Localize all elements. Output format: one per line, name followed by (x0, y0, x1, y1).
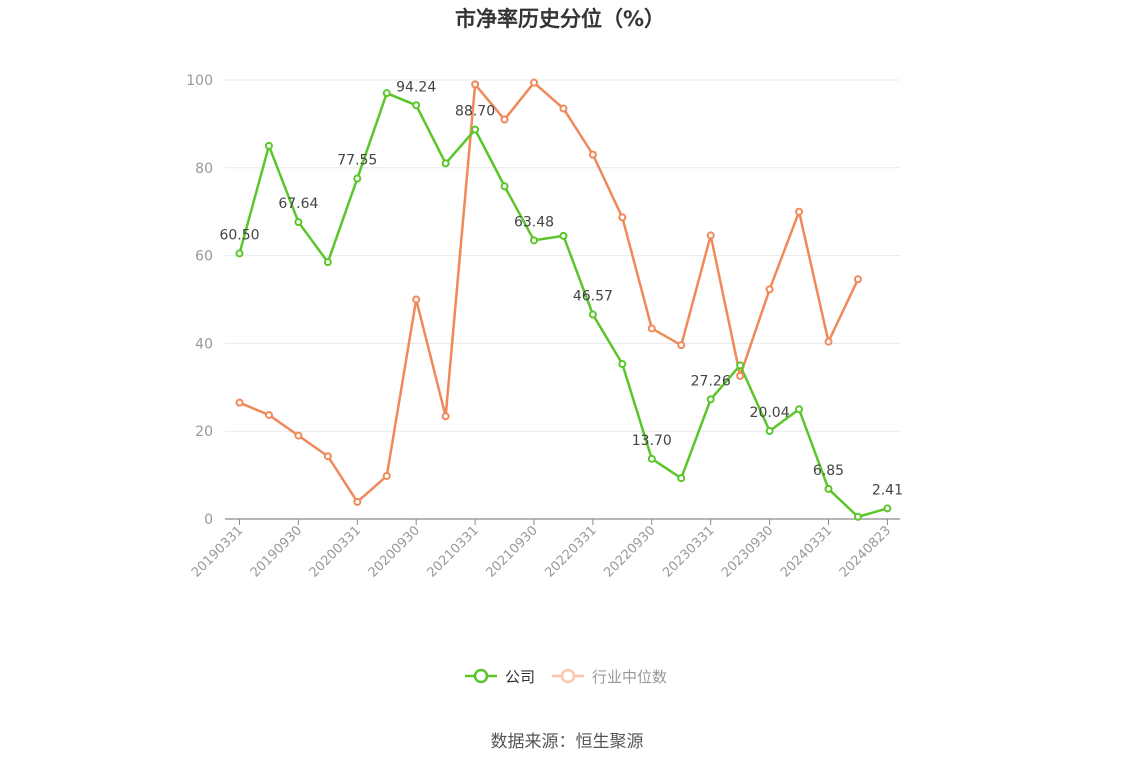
data-point (647, 324, 656, 333)
chart-title: 市净率历史分位（%） (455, 7, 665, 31)
data-point (677, 474, 686, 483)
data-point (441, 412, 450, 421)
data-label: 67.64 (278, 196, 318, 212)
source-note: 数据来源：恒生聚源 (491, 732, 644, 752)
data-point (559, 104, 568, 113)
x-tick-label: 20200930 (366, 523, 423, 580)
data-point (706, 231, 715, 240)
data-label: 20.04 (750, 405, 790, 421)
series-line-1 (239, 81, 860, 504)
data-point (736, 371, 745, 380)
x-tick-label: 20240331 (778, 523, 835, 580)
data-point (618, 213, 627, 222)
data-point (441, 159, 450, 168)
data-label: 63.48 (514, 214, 554, 230)
data-point (559, 231, 568, 240)
data-point (824, 337, 833, 346)
data-point (588, 150, 597, 159)
data-point (235, 398, 244, 407)
data-point (500, 182, 509, 191)
data-point (795, 405, 804, 414)
data-label: 6.85 (813, 463, 844, 479)
legend-label: 公司 (505, 668, 535, 686)
data-label: 46.57 (573, 289, 613, 305)
series-points (235, 78, 892, 521)
y-tick-label: 100 (186, 73, 213, 89)
data-point (883, 504, 892, 513)
data-point (294, 218, 303, 227)
y-tick-label: 80 (195, 161, 213, 177)
data-point (824, 484, 833, 493)
data-label: 2.41 (872, 482, 903, 498)
x-tick-label: 20220331 (542, 523, 599, 580)
data-point (853, 512, 862, 521)
data-point (235, 249, 244, 258)
data-point (530, 236, 538, 245)
data-point (412, 295, 421, 304)
data-point (353, 497, 362, 506)
legend-item-0[interactable]: 公司 (465, 668, 535, 686)
legend-marker (560, 668, 576, 684)
data-point (412, 101, 421, 110)
x-tick-label: 20220930 (601, 523, 658, 580)
data-point (765, 427, 774, 436)
y-tick-label: 60 (195, 249, 213, 265)
data-point (853, 275, 862, 284)
y-tick-label: 20 (195, 424, 213, 440)
data-point (353, 174, 362, 183)
legend[interactable]: 公司 行业中位数 (465, 668, 667, 686)
x-axis: 20190331 20190930 20200331 20200930 20210331… (189, 518, 900, 581)
x-tick-label: 20230930 (719, 523, 776, 580)
y-tick-label: 40 (195, 336, 213, 352)
x-tick-label: 20190331 (189, 523, 246, 580)
data-point (618, 360, 627, 369)
data-point (765, 285, 774, 294)
x-tick-label: 20240823 (837, 523, 894, 580)
legend-marker (473, 668, 489, 684)
data-point (677, 341, 686, 350)
data-point (706, 395, 715, 404)
y-tick-label: 0 (204, 512, 213, 528)
series-lines (238, 81, 888, 519)
grid-lines (225, 79, 900, 432)
data-point (471, 80, 480, 89)
data-point (471, 125, 480, 134)
data-point (382, 471, 391, 480)
data-point (264, 410, 273, 419)
x-tick-label: 20210930 (483, 523, 540, 580)
data-point (647, 454, 656, 463)
x-tick-label: 20190930 (248, 523, 305, 580)
data-point (530, 78, 538, 87)
data-point (323, 258, 332, 267)
legend-item-1[interactable]: 行业中位数 (552, 668, 667, 686)
data-point (323, 452, 332, 461)
data-point (382, 89, 391, 98)
y-axis: 0 20 40 60 80 100 (186, 73, 213, 528)
legend-label: 行业中位数 (592, 668, 667, 686)
data-label: 13.70 (632, 433, 672, 449)
x-tick-label: 20200331 (307, 523, 364, 580)
data-label: 60.50 (219, 227, 259, 243)
data-point (264, 141, 273, 150)
data-point (294, 431, 303, 440)
x-tick-label: 20210331 (425, 523, 482, 580)
x-tick-label: 20230331 (660, 523, 717, 580)
data-point (795, 207, 804, 216)
data-label: 77.55 (337, 153, 377, 169)
data-label: 88.70 (455, 104, 495, 120)
data-point (588, 310, 597, 319)
data-point (500, 115, 509, 124)
data-point (736, 361, 745, 370)
data-label: 27.26 (691, 373, 731, 389)
data-label: 94.24 (396, 79, 436, 95)
data-labels: 60.50 67.64 77.55 94.24 88.70 63.48 46.57 13.70… (219, 79, 903, 498)
